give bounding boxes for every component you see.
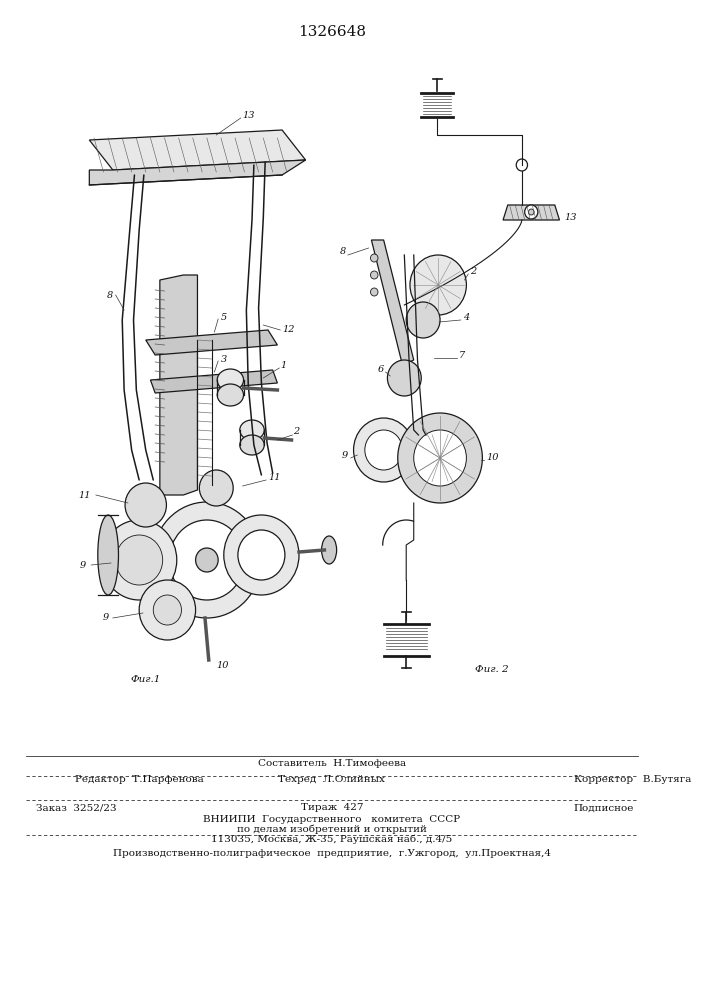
Polygon shape xyxy=(151,370,277,393)
Text: 13: 13 xyxy=(243,110,255,119)
Text: Заказ  3252/23: Заказ 3252/23 xyxy=(36,804,117,812)
Circle shape xyxy=(102,520,177,600)
Text: 10: 10 xyxy=(216,660,229,670)
Circle shape xyxy=(224,515,299,595)
Text: 13: 13 xyxy=(564,213,577,222)
Text: 9: 9 xyxy=(103,613,108,622)
Text: 4: 4 xyxy=(462,314,469,322)
Text: Редактор  Т.Парфенова: Редактор Т.Парфенова xyxy=(75,774,204,784)
Circle shape xyxy=(116,535,163,585)
Text: 7: 7 xyxy=(459,351,465,360)
Text: 2: 2 xyxy=(293,428,300,436)
Circle shape xyxy=(169,520,245,600)
Polygon shape xyxy=(146,330,277,355)
Ellipse shape xyxy=(217,369,243,391)
Circle shape xyxy=(407,302,440,338)
Text: Корректор   В.Бутяга: Корректор В.Бутяга xyxy=(573,774,691,784)
Text: Составитель  Н.Тимофеева: Составитель Н.Тимофеева xyxy=(258,758,406,768)
Text: 6: 6 xyxy=(378,365,384,374)
Polygon shape xyxy=(503,205,559,220)
Polygon shape xyxy=(89,160,305,185)
Circle shape xyxy=(238,530,285,580)
Polygon shape xyxy=(160,275,197,495)
Circle shape xyxy=(153,595,182,625)
Text: 12: 12 xyxy=(282,326,295,334)
Text: 11: 11 xyxy=(78,490,91,499)
Text: 2: 2 xyxy=(470,267,477,276)
Text: Тираж  427: Тираж 427 xyxy=(300,804,363,812)
Polygon shape xyxy=(371,240,414,365)
Circle shape xyxy=(152,502,262,618)
Ellipse shape xyxy=(240,435,264,455)
Circle shape xyxy=(525,205,538,219)
Text: 9: 9 xyxy=(80,560,86,570)
Ellipse shape xyxy=(217,384,243,406)
Ellipse shape xyxy=(240,420,264,440)
Text: Фиг.1: Фиг.1 xyxy=(131,676,161,684)
Circle shape xyxy=(398,413,482,503)
Text: 8: 8 xyxy=(107,290,113,300)
Text: 8: 8 xyxy=(340,247,346,256)
Circle shape xyxy=(354,418,414,482)
Text: 9: 9 xyxy=(341,450,348,460)
Text: Фиг. 2: Фиг. 2 xyxy=(475,666,508,674)
Text: 3: 3 xyxy=(221,356,227,364)
Text: 5: 5 xyxy=(221,314,227,322)
Circle shape xyxy=(125,483,166,527)
Circle shape xyxy=(387,360,421,396)
Circle shape xyxy=(370,254,378,262)
Circle shape xyxy=(370,288,378,296)
Text: по делам изобретений и открытий: по делам изобретений и открытий xyxy=(237,824,427,834)
Circle shape xyxy=(199,470,233,506)
Text: ВНИИПИ  Государственного   комитета  СССР: ВНИИПИ Государственного комитета СССР xyxy=(204,814,460,824)
Circle shape xyxy=(196,548,218,572)
Circle shape xyxy=(365,430,402,470)
Circle shape xyxy=(410,255,467,315)
Text: Производственно-полиграфическое  предприятие,  г.Ужгород,  ул.Проектная,4: Производственно-полиграфическое предприя… xyxy=(113,848,551,857)
Circle shape xyxy=(370,271,378,279)
Ellipse shape xyxy=(322,536,337,564)
Text: 113035, Москва, Ж-35, Раушская наб., д.4/5: 113035, Москва, Ж-35, Раушская наб., д.4… xyxy=(211,834,452,844)
Text: Подписное: Подписное xyxy=(573,804,634,812)
Circle shape xyxy=(414,430,467,486)
Circle shape xyxy=(516,159,527,171)
Circle shape xyxy=(528,209,534,215)
Text: 11: 11 xyxy=(268,474,281,483)
Text: Техред  Л.Олийных: Техред Л.Олийных xyxy=(279,774,385,784)
Text: 1326648: 1326648 xyxy=(298,25,366,39)
Polygon shape xyxy=(89,130,305,170)
Ellipse shape xyxy=(98,515,119,595)
Circle shape xyxy=(139,580,196,640)
Text: 1: 1 xyxy=(280,360,286,369)
Text: 10: 10 xyxy=(486,454,498,462)
